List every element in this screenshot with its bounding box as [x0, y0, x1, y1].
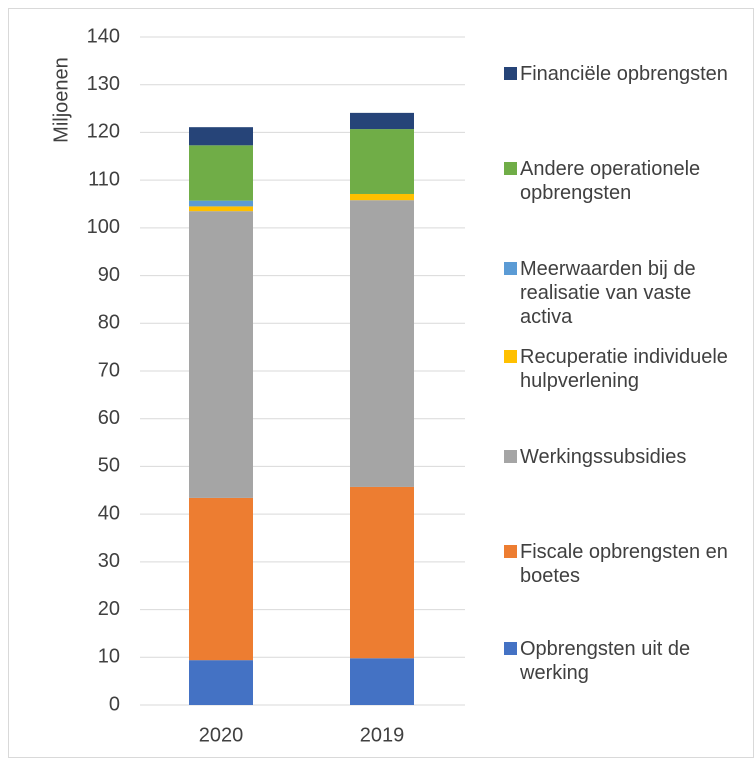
legend-item: Financiële opbrengsten [504, 62, 744, 86]
y-tick-label: 70 [98, 359, 120, 381]
legend-swatch [504, 450, 517, 463]
legend-swatch [504, 262, 517, 275]
y-tick-label: 0 [109, 693, 120, 715]
legend-swatch [504, 545, 517, 558]
bar-segment [350, 112, 414, 130]
legend-item: Werkingssubsidies [504, 445, 744, 469]
legend-label: Andere operationele opbrengsten [520, 158, 701, 204]
legend-item: Meerwaarden bij de realisatie van vaste … [504, 257, 744, 329]
legend-label: Opbrengsten uit de werking [520, 638, 691, 684]
legend-item: Opbrengsten uit de werking [504, 637, 744, 685]
y-tick-label: 110 [88, 168, 120, 190]
legend-item: Recuperatie individuele hulpverlening [504, 345, 744, 393]
bar-segment [350, 200, 414, 487]
legend-label: Meerwaarden bij de realisatie van vaste … [520, 258, 696, 328]
bar-segment [189, 206, 253, 212]
y-tick-label: 130 [87, 73, 120, 95]
legend-swatch [504, 67, 517, 80]
bar-segment [189, 497, 253, 661]
y-tick-label: 140 [87, 25, 120, 47]
legend-swatch [504, 642, 517, 655]
bar-segment [350, 129, 414, 194]
y-tick-label: 20 [98, 598, 120, 620]
legend-item: Fiscale opbrengsten en boetes [504, 540, 744, 588]
bar-segment [189, 660, 253, 705]
legend-label: Werkingssubsidies [520, 446, 687, 468]
y-tick-label: 100 [87, 216, 120, 238]
y-axis-label: Miljoenen [50, 57, 72, 143]
legend-item: Andere operationele opbrengsten [504, 157, 744, 205]
y-tick-label: 90 [98, 264, 120, 286]
x-tick-label: 2019 [360, 724, 405, 746]
bar-segment [189, 145, 253, 201]
bar-segment [350, 658, 414, 705]
bar-segment [189, 200, 253, 207]
y-tick-label: 40 [98, 502, 120, 524]
legend-swatch [504, 162, 517, 175]
bar-segment [189, 127, 253, 146]
y-tick-label: 50 [98, 455, 120, 477]
legend-label: Recuperatie individuele hulpverlening [520, 346, 728, 392]
legend-swatch [504, 350, 517, 363]
bar-segment [189, 211, 253, 498]
legend-label: Financiële opbrengsten [520, 63, 728, 85]
bar-segment [350, 486, 414, 659]
legend-label: Fiscale opbrengsten en boetes [520, 541, 728, 587]
y-tick-label: 60 [98, 407, 120, 429]
x-tick-label: 2020 [199, 724, 244, 746]
bar-segment [350, 193, 414, 201]
y-tick-label: 120 [87, 121, 120, 143]
y-tick-label: 30 [98, 550, 120, 572]
y-tick-label: 10 [98, 646, 120, 668]
y-tick-label: 80 [98, 312, 120, 334]
